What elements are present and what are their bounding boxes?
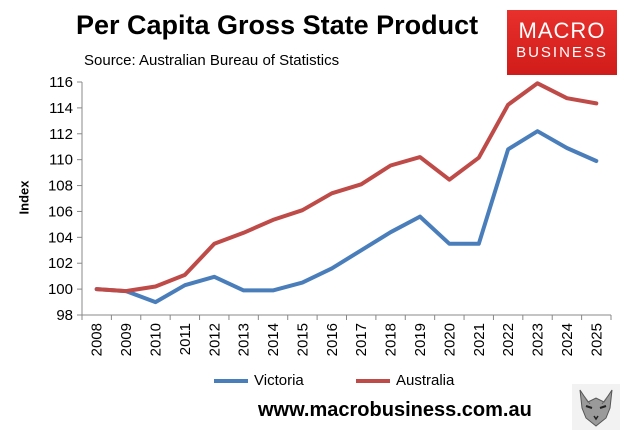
y-tick-label: 108	[48, 178, 73, 195]
legend-item-australia: Australia	[356, 372, 454, 389]
y-tick-label: 98	[56, 307, 73, 324]
y-tick-label: 114	[49, 100, 73, 117]
y-tick-label: 116	[49, 74, 73, 91]
logo-line1: MACRO	[518, 18, 606, 43]
y-tick-label: 106	[48, 203, 73, 220]
y-tick-label: 112	[49, 126, 73, 143]
x-tick-label: 2010	[147, 323, 164, 356]
y-tick-label: 110	[49, 152, 73, 169]
x-tick-label: 2025	[588, 323, 605, 356]
legend-item-victoria: Victoria	[214, 372, 304, 389]
x-tick-label: 2023	[530, 323, 547, 356]
x-tick-label: 2017	[353, 323, 370, 356]
x-tick-label: 2014	[265, 323, 282, 356]
legend-swatch-australia	[356, 378, 390, 383]
x-tick-label: 2009	[118, 323, 135, 356]
x-tick-label: 2015	[294, 323, 311, 356]
x-tick-label: 2012	[206, 323, 223, 356]
x-tick-label: 2020	[441, 323, 458, 356]
x-tick-label: 2008	[89, 323, 106, 356]
macrobusiness-logo[interactable]: MACRO BUSINESS	[507, 10, 617, 75]
wolf-mascot-icon	[572, 384, 620, 430]
legend-swatch-victoria	[214, 378, 248, 383]
x-tick-label: 2016	[324, 323, 341, 356]
series-line-australia	[94, 81, 599, 294]
legend-label-victoria: Victoria	[254, 372, 304, 389]
x-tick-label: 2011	[177, 323, 194, 355]
legend-label-australia: Australia	[396, 372, 455, 389]
x-tick-label: 2021	[471, 323, 488, 356]
y-tick-label: 104	[48, 229, 73, 246]
x-tick-label: 2019	[412, 323, 429, 356]
logo-line2: BUSINESS	[516, 44, 608, 61]
y-tick-label: 102	[48, 255, 73, 272]
y-tick-label: 100	[48, 281, 73, 298]
x-tick-label: 2013	[236, 323, 253, 356]
x-tick-label: 2018	[383, 323, 400, 356]
chart-title: Per Capita Gross State Product	[76, 10, 479, 40]
chart-subtitle: Source: Australian Bureau of Statistics	[84, 52, 340, 69]
x-tick-label: 2024	[559, 323, 576, 356]
legend: Victoria Australia	[0, 372, 627, 396]
x-tick-label: 2022	[500, 323, 517, 356]
series-line-victoria	[94, 129, 599, 305]
footer-url[interactable]: www.macrobusiness.com.au	[258, 399, 532, 421]
